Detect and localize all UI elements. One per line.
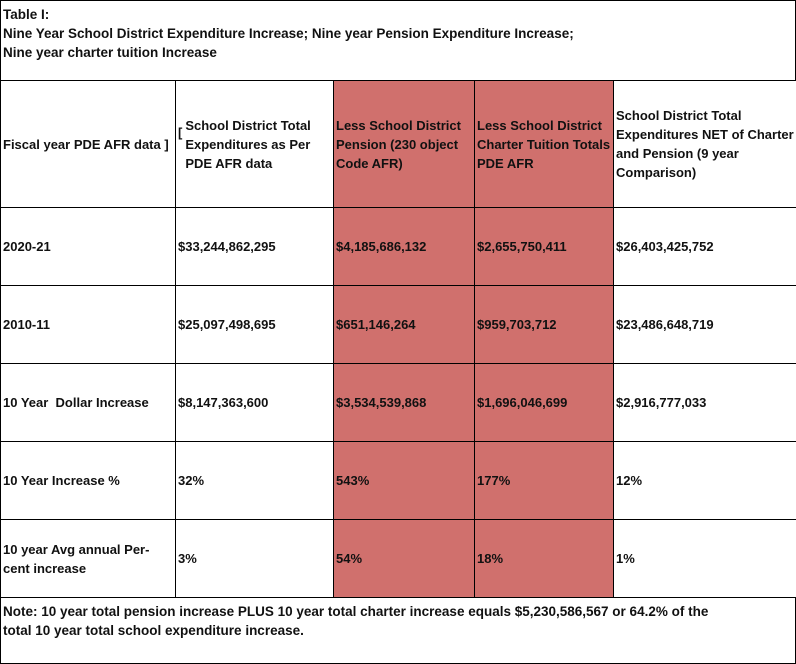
title-line: Table I:: [3, 7, 50, 22]
row-label: 10 Year Dollar Increase: [0, 363, 176, 442]
cell-text: 10 year Avg annual Per-cent increase: [3, 541, 150, 576]
value-cell: $8,147,363,600: [175, 363, 334, 442]
value-cell: $2,655,750,411: [474, 207, 614, 286]
table-note: Note: 10 year total pension increase PLU…: [0, 597, 796, 664]
value-cell: 12%: [613, 441, 796, 520]
cell-text: $651,146,264: [336, 317, 416, 332]
cell-text: 12%: [616, 473, 643, 488]
header-text: Fiscal year PDE AFR data ]: [3, 136, 169, 152]
value-cell: 3%: [175, 519, 334, 598]
bracket: [: [178, 125, 183, 140]
cell-text: $25,097,498,695: [178, 317, 276, 332]
cell-text: 10 Year Dollar Increase: [3, 395, 149, 410]
value-cell: $1,696,046,699: [474, 363, 614, 442]
value-cell: 543%: [333, 441, 475, 520]
value-cell: $651,146,264: [333, 285, 475, 364]
value-cell: 1%: [613, 519, 796, 598]
value-cell: $23,486,648,719: [613, 285, 796, 364]
cell-text: $4,185,686,132: [336, 239, 427, 254]
value-cell: 18%: [474, 519, 614, 598]
note-line: total 10 year total school expenditure i…: [3, 623, 304, 638]
header-cell: Less School District Pension (230 object…: [333, 80, 475, 208]
note-line: Note: 10 year total pension increase PLU…: [3, 604, 709, 619]
row-label: 10 Year Increase %: [0, 441, 176, 520]
value-cell: 177%: [474, 441, 614, 520]
cell-text: $23,486,648,719: [616, 317, 714, 332]
cell-text: $2,655,750,411: [477, 239, 567, 254]
cell-text: 2020-21: [3, 239, 51, 254]
header-cell: School District Total Expenditures NET o…: [613, 80, 796, 208]
value-cell: $33,244,862,295: [175, 207, 334, 286]
header-text: Less School District Pension (230 object…: [336, 117, 465, 171]
cell-text: $8,147,363,600: [178, 395, 269, 410]
cell-text: $33,244,862,295: [178, 239, 276, 254]
row-label: 2010-11: [0, 285, 176, 364]
value-cell: $25,097,498,695: [175, 285, 334, 364]
header-cell: Less School District Charter Tuition Tot…: [474, 80, 614, 208]
header-cell: Fiscal year PDE AFR data ]: [0, 80, 176, 208]
value-cell: $3,534,539,868: [333, 363, 475, 442]
header-cell: [School District Total Expenditures as P…: [175, 80, 334, 208]
value-cell: $4,185,686,132: [333, 207, 475, 286]
value-cell: 32%: [175, 441, 334, 520]
cell-text: 10 Year Increase %: [3, 473, 120, 488]
cell-text: $1,696,046,699: [477, 395, 568, 410]
value-cell: $2,916,777,033: [613, 363, 796, 442]
value-cell: $959,703,712: [474, 285, 614, 364]
cell-text: 1%: [616, 551, 635, 566]
cell-text: $26,403,425,752: [616, 239, 714, 254]
cell-text: $959,703,712: [477, 317, 557, 332]
cell-text: 543%: [336, 473, 370, 488]
cell-text: 177%: [477, 473, 511, 488]
header-text: School District Total Expenditures as Pe…: [185, 117, 315, 171]
cell-text: 3%: [178, 551, 197, 566]
header-text: Less School District Charter Tuition Tot…: [477, 117, 614, 171]
cell-text: 54%: [336, 551, 363, 566]
row-label: 10 year Avg annual Per-cent increase: [0, 519, 176, 598]
cell-text: $3,534,539,868: [336, 395, 427, 410]
title-line: Nine Year School District Expenditure In…: [3, 26, 574, 41]
value-cell: $26,403,425,752: [613, 207, 796, 286]
cell-text: 2010-11: [3, 317, 50, 332]
table-title: Table I: Nine Year School District Expend…: [0, 0, 796, 81]
cell-text: 18%: [477, 551, 504, 566]
header-text: School District Total Expenditures NET o…: [616, 108, 794, 180]
value-cell: 54%: [333, 519, 475, 598]
cell-text: $2,916,777,033: [616, 395, 707, 410]
cell-text: 32%: [178, 473, 205, 488]
title-line: Nine year charter tuition Increase: [3, 45, 217, 60]
row-label: 2020-21: [0, 207, 176, 286]
